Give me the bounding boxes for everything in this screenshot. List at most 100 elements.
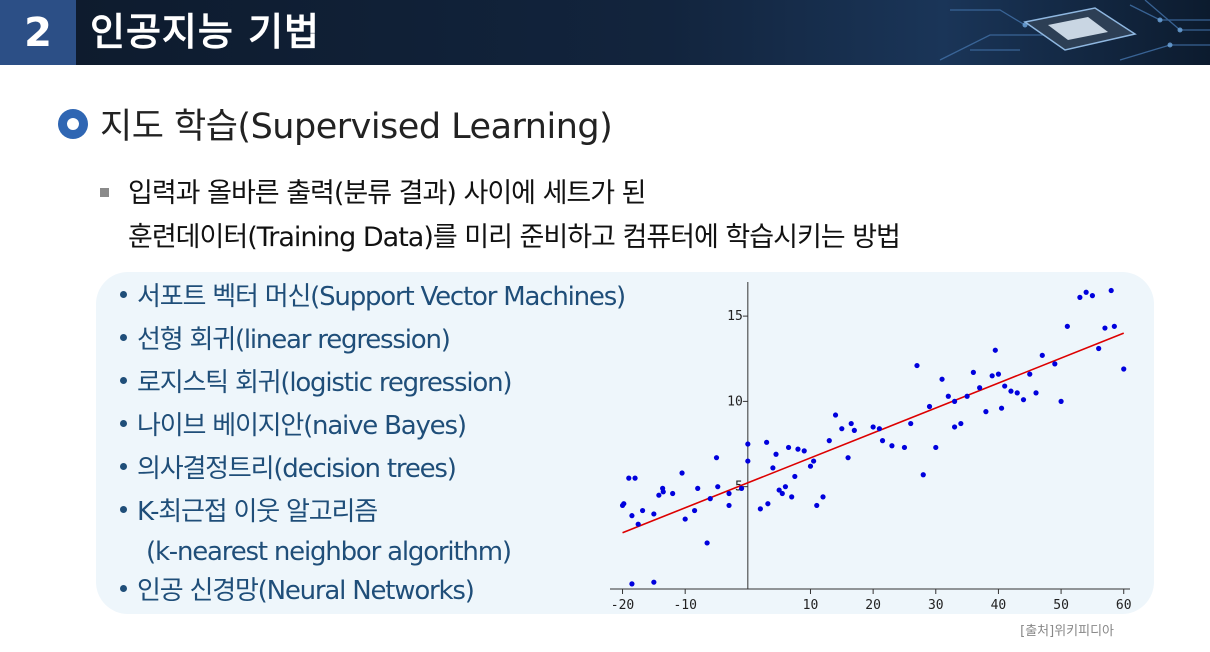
data-point [713, 455, 720, 461]
data-point [848, 420, 854, 427]
data-point [621, 501, 627, 507]
x-tick-label: 20 [865, 598, 881, 613]
data-point [811, 458, 817, 464]
data-point [1083, 289, 1089, 295]
bullet-icon [120, 506, 127, 513]
data-point [738, 485, 745, 491]
data-point [660, 489, 666, 495]
data-point [1121, 366, 1127, 372]
x-tick-label: 60 [1116, 598, 1132, 613]
bullet-icon [120, 585, 127, 592]
x-tick-label: -10 [673, 598, 696, 613]
data-point [1102, 325, 1108, 331]
data-point [851, 427, 857, 433]
list-item-continuation: (k-nearest neighbor algorithm) [146, 537, 512, 567]
data-point [889, 443, 895, 449]
description: 입력과 올바른 출력(분류 결과) 사이에 세트가 된 훈련데이터(Traini… [100, 172, 901, 260]
data-point [789, 494, 795, 500]
data-point [879, 438, 886, 444]
data-point [651, 511, 657, 517]
data-point [1002, 383, 1008, 389]
description-line: 훈련데이터(Training Data)를 미리 준비하고 컴퓨터에 학습시키는… [128, 222, 901, 253]
data-point [870, 424, 876, 430]
data-point [682, 516, 688, 522]
list-item-label: K-최근접 이웃 알고리즘 [137, 497, 378, 527]
slide-header: 2 인공지능 기법 [0, 0, 1210, 65]
data-point [679, 470, 685, 476]
data-point [691, 507, 698, 514]
data-point [814, 502, 820, 509]
x-tick-label: 30 [928, 598, 944, 613]
data-point [726, 490, 732, 497]
regression-scatter-chart: -20-1010203040506051015 [610, 282, 1132, 613]
data-point [1077, 294, 1083, 300]
data-point [998, 405, 1005, 411]
data-point [1108, 287, 1114, 294]
data-point [1014, 390, 1020, 396]
data-point [901, 444, 908, 451]
data-point [704, 540, 710, 546]
bullet-icon [120, 377, 127, 384]
methods-list: 서포트 벡터 머신(Support Vector Machines) 선형 회귀… [120, 276, 626, 613]
data-point [639, 507, 646, 514]
list-item: 나이브 베이지안(naive Bayes) [120, 405, 625, 448]
data-point [782, 484, 789, 490]
data-point [795, 446, 801, 452]
list-item: 의사결정트리(decision trees) [120, 448, 625, 491]
bullet-icon [120, 291, 127, 298]
data-point [707, 496, 713, 502]
data-point [1027, 371, 1033, 377]
data-point [773, 451, 779, 457]
data-point [1052, 361, 1058, 367]
data-point [920, 472, 926, 478]
data-point [764, 439, 770, 445]
y-tick-label: 15 [727, 309, 743, 324]
bullet-icon [120, 334, 127, 341]
x-tick-label: 10 [803, 598, 819, 613]
data-point [670, 490, 676, 497]
data-point [651, 579, 657, 585]
source-caption: [출처]위키피디아 [1020, 624, 1114, 639]
data-point [914, 362, 920, 369]
list-item-label: 선형 회귀(linear regression) [137, 325, 451, 355]
data-point [933, 444, 939, 451]
list-item: 인공 신경망(Neural Networks) [120, 570, 625, 613]
list-item-label: 서포트 벡터 머신(Support Vector Machines) [137, 282, 626, 312]
data-point [1020, 397, 1027, 403]
data-point [977, 385, 983, 391]
x-tick-label: 50 [1053, 598, 1069, 613]
regression-line [622, 332, 1125, 534]
y-tick-label: 10 [727, 394, 743, 409]
data-point [779, 490, 785, 497]
slide-title: 인공지능 기법 [90, 10, 320, 54]
data-point [1039, 352, 1045, 358]
section-number: 2 [0, 0, 76, 65]
section-heading: 지도 학습(Supervised Learning) [58, 98, 613, 149]
data-point [1008, 388, 1014, 394]
list-item-label: 나이브 베이지안(naive Bayes) [137, 411, 467, 441]
data-point [632, 475, 638, 481]
data-point [964, 393, 970, 399]
list-item-label: 의사결정트리(decision trees) [137, 454, 457, 484]
list-item: 로지스틱 회귀(logistic regression) [120, 362, 625, 405]
data-point [770, 465, 776, 471]
data-point [745, 458, 751, 464]
list-item-label: 로지스틱 회귀(logistic regression) [137, 368, 512, 398]
data-point [845, 455, 851, 461]
list-item: 선형 회귀(linear regression) [120, 319, 625, 362]
data-point [745, 441, 751, 447]
data-point [926, 403, 933, 410]
circle-bullet-icon [58, 108, 88, 139]
data-point [983, 409, 989, 415]
data-point [785, 444, 792, 451]
data-point [757, 506, 763, 512]
data-point [1033, 390, 1039, 396]
list-item: 서포트 벡터 머신(Support Vector Machines) [120, 276, 626, 319]
list-item: K-최근접 이웃 알고리즘 [120, 491, 625, 534]
data-point [876, 426, 882, 432]
data-point [807, 463, 814, 469]
data-point [629, 581, 635, 587]
bullet-icon [120, 420, 127, 427]
data-point [695, 485, 701, 491]
data-point [832, 412, 839, 418]
